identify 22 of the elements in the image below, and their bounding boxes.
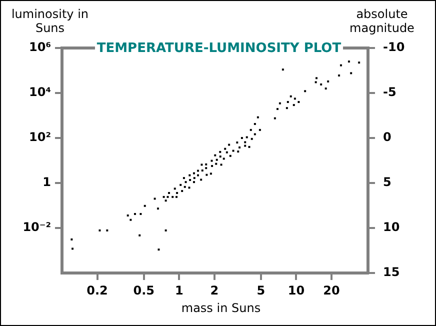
y2-tick-label: -10	[383, 40, 405, 54]
y-tick-label: 10⁶	[29, 40, 51, 54]
x-axis-title: mass in Suns	[180, 301, 262, 315]
x-tick-label: 5	[256, 283, 266, 298]
x-tick-label: 10	[288, 283, 305, 298]
y2-tick-label: 5	[383, 175, 392, 190]
x-tick-label: 0.5	[133, 283, 154, 298]
x-tick-label: 20	[323, 283, 340, 298]
x-tick-label: 2	[210, 283, 219, 298]
y2-tick-label: 15	[383, 265, 400, 280]
x-tick-label: 0.2	[86, 283, 108, 298]
y-tick-label: 10⁻²	[22, 220, 51, 234]
y2-tick-label: 10	[383, 220, 400, 234]
y-tick-label: 1	[42, 175, 51, 190]
y-axis-title: luminosity in Suns	[10, 7, 90, 35]
y2-tick-label: -5	[383, 85, 396, 100]
y-tick-label: 10²	[29, 130, 51, 144]
x-tick-label: 1	[174, 283, 184, 298]
chart-title: TEMPERATURE-LUMINOSITY PLOT	[95, 41, 343, 57]
y2-tick-label: 0	[383, 130, 392, 144]
y-tick-label: 10⁴	[29, 85, 51, 100]
y2-axis-title: absolute magnitude	[348, 7, 416, 35]
